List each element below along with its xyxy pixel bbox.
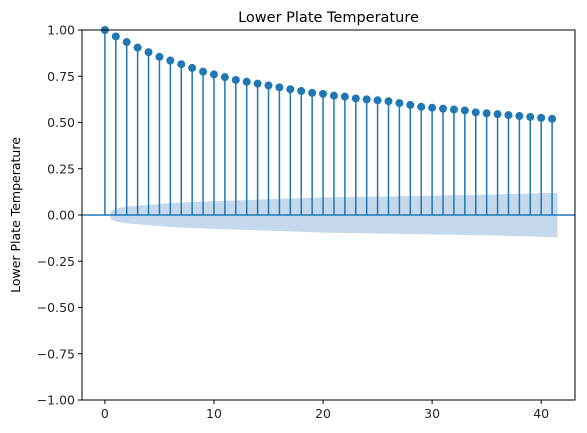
acf-marker [111,32,120,41]
acf-marker [537,113,546,122]
acf-marker [460,106,469,115]
acf-marker [493,110,502,119]
acf-marker [188,63,197,72]
x-tick-label: 30 [424,406,440,421]
acf-marker [199,67,208,76]
acf-marker [428,103,437,112]
acf-marker [155,52,164,61]
acf-marker [384,97,393,106]
acf-marker [275,83,284,92]
x-tick-label: 0 [101,406,109,421]
acf-marker [548,114,557,123]
acf-marker [417,102,426,111]
acf-marker [220,73,229,82]
y-tick-label: −0.75 [37,346,75,361]
marker-layer [100,26,557,123]
acf-marker [351,94,360,103]
acf-marker [231,75,240,84]
acf-marker [319,89,328,98]
stem-layer [104,30,553,215]
acf-marker [504,111,513,120]
acf-marker [526,112,535,121]
y-tick-label: −0.50 [37,300,75,315]
acf-marker [253,79,262,88]
x-tick-label: 20 [315,406,331,421]
acf-marker [340,92,349,101]
y-tick-label: 0.00 [47,208,75,223]
acf-marker [209,70,218,79]
acf-marker [471,108,480,117]
acf-marker [449,105,458,114]
y-tick-label: −0.25 [37,254,75,269]
acf-marker [122,38,131,47]
acf-marker [308,88,317,97]
acf-marker [242,77,251,86]
acf-marker [297,87,306,96]
acf-marker [362,95,371,104]
acf-marker [515,112,524,121]
y-tick-label: −1.00 [37,393,75,408]
x-tick-label: 10 [206,406,222,421]
y-ticks: −1.00 −0.75 −0.50 −0.25 0.00 0.25 0.50 0.75 1.00 [37,23,82,408]
x-ticks: 0 10 20 30 40 [101,400,549,421]
acf-marker [482,109,491,118]
x-tick-label: 40 [533,406,549,421]
acf-marker [329,91,338,100]
acf-marker [144,48,153,57]
acf-marker [439,104,448,113]
acf-marker [395,99,404,108]
acf-marker [177,60,186,69]
acf-marker [133,43,142,52]
y-axis-label: Lower Plate Temperature [8,137,23,293]
acf-marker [286,85,295,94]
y-tick-label: 0.25 [47,161,75,176]
acf-marker [166,56,175,65]
y-tick-label: 1.00 [47,23,75,38]
acf-marker [373,96,382,105]
chart-title: Lower Plate Temperature [238,10,419,26]
y-tick-label: 0.50 [47,115,75,130]
acf-marker [264,81,273,90]
acf-marker [406,100,415,109]
y-tick-label: 0.75 [47,69,75,84]
